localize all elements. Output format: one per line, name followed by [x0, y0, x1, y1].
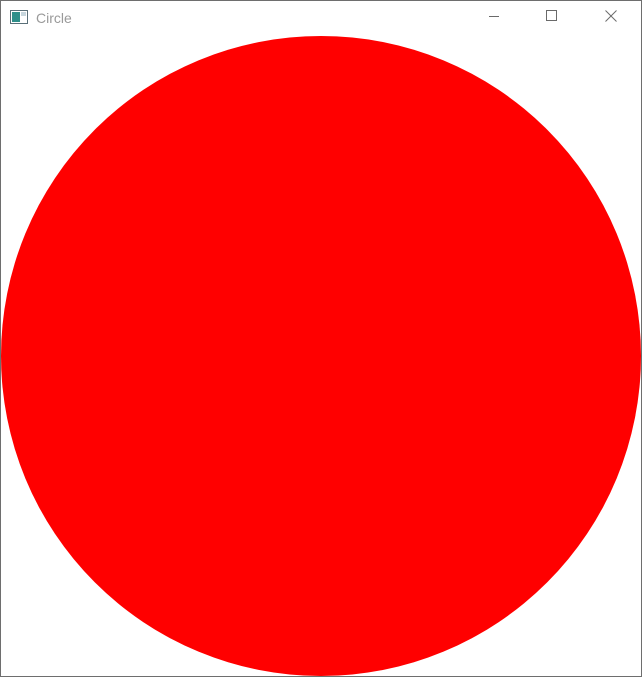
minimize-button[interactable] [471, 1, 517, 34]
drawing-canvas [1, 34, 641, 676]
close-icon [605, 9, 617, 27]
title-bar[interactable]: Circle [1, 1, 641, 34]
close-button[interactable] [588, 1, 634, 34]
red-circle [1, 36, 641, 676]
window-title: Circle [36, 10, 72, 26]
minimize-icon [488, 9, 500, 27]
application-window-icon [10, 10, 28, 24]
maximize-icon [546, 9, 558, 27]
maximize-button[interactable] [529, 1, 575, 34]
